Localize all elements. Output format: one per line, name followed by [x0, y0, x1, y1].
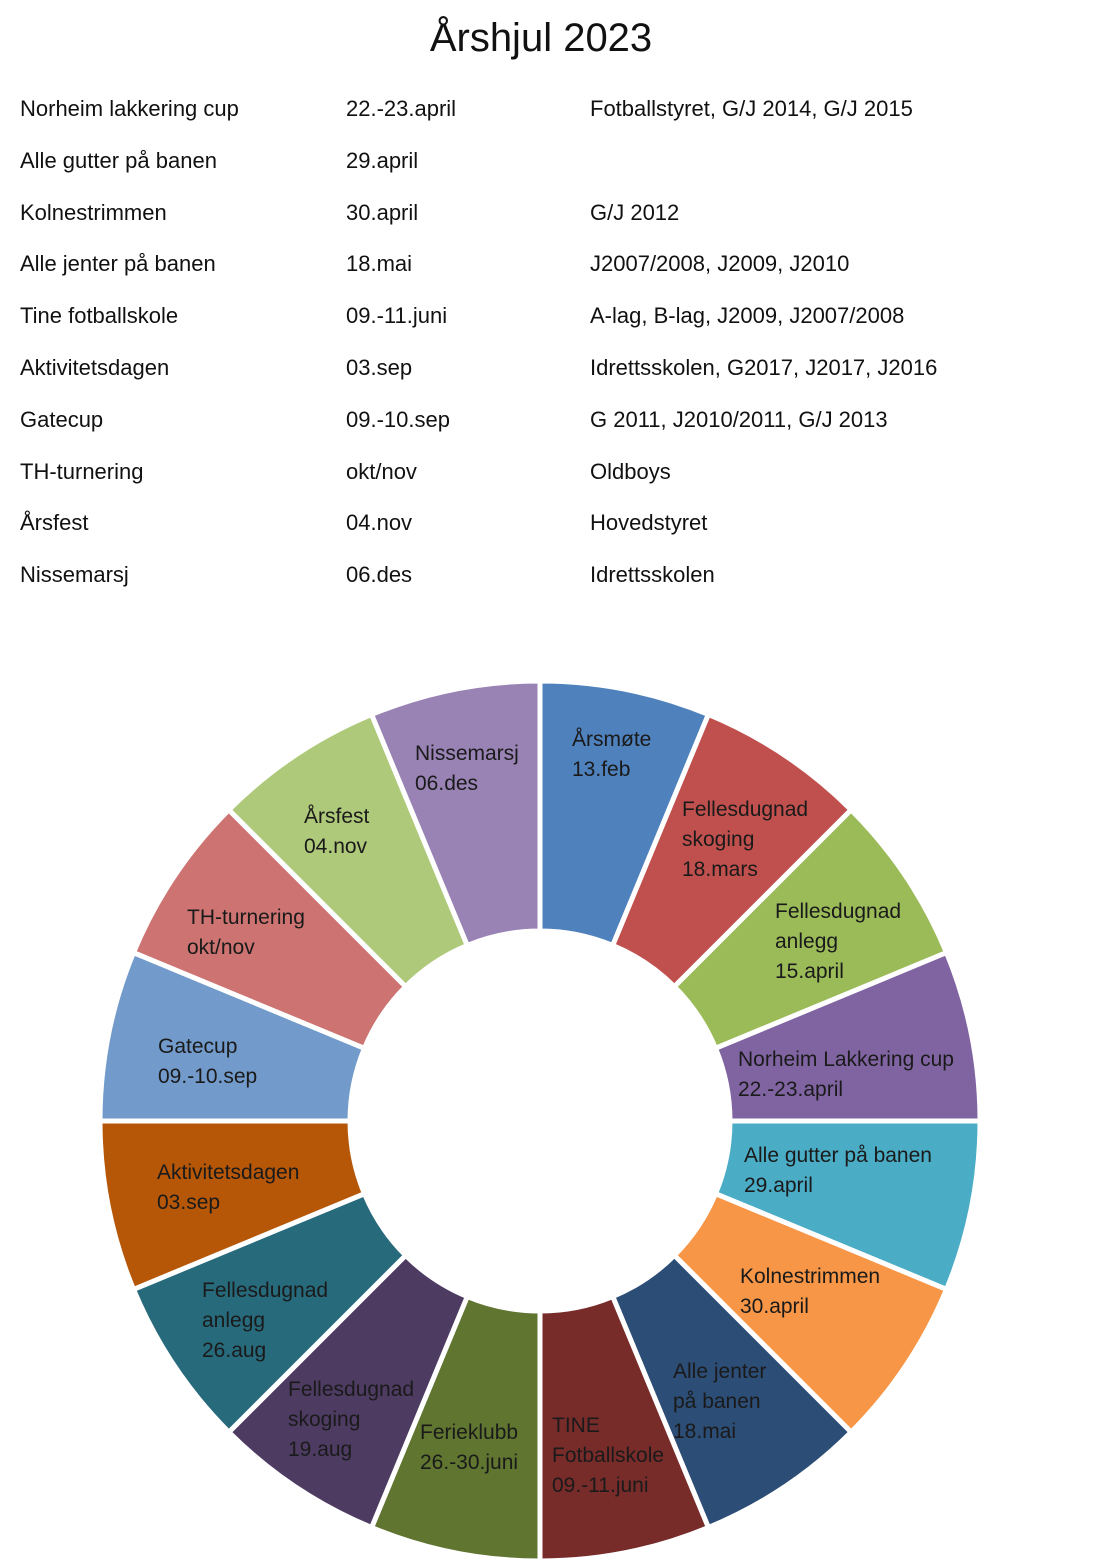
wheel-segment-label: TINE Fotballskole 09.-11.juni [552, 1414, 664, 1497]
wheel-segment-label: Norheim Lakkering cup 22.-23.april [738, 1048, 954, 1101]
event-date: 22.-23.april [346, 96, 457, 121]
event-row: Norheim lakkering cup 22.-23.april Fotba… [20, 86, 1080, 138]
event-name: TH-turnering [20, 458, 144, 484]
wheel-segment-label: Aktivitetsdagen 03.sep [157, 1161, 299, 1214]
event-date: 09.-11.juni [346, 303, 448, 329]
wheel-segment-label-line: okt/nov [187, 936, 255, 959]
event-date: 06.des [346, 562, 413, 588]
wheel-segment-label-line: Aktivitetsdagen [157, 1161, 299, 1184]
event-responsible: Fotballstyret, G/J 2014, G/J 2015 [590, 96, 913, 121]
wheel-segment-label-line: Fellesdugnad [775, 900, 901, 923]
wheel-segment-label: Gatecup 09.-10.sep [158, 1035, 257, 1088]
wheel-segment-label-line: Alle jenter [673, 1360, 766, 1383]
wheel-segment-label: TH-turnering okt/nov [187, 906, 305, 959]
wheel-segment-label-line: anlegg [775, 930, 838, 953]
event-responsible: Hovedstyret [590, 510, 708, 536]
wheel-segment-label: Årsfest 04.nov [304, 805, 370, 858]
wheel-segment-label-line: skoging [288, 1408, 360, 1431]
event-name: Nissemarsj [20, 562, 129, 588]
wheel-segment-label-line: på banen [673, 1390, 761, 1413]
wheel-segment-label: Fellesdugnad anlegg 26.aug [202, 1279, 328, 1362]
wheel-segment-label: Kolnestrimmen 30.april [740, 1265, 880, 1318]
wheel-segment-label-line: Fellesdugnad [288, 1378, 414, 1401]
wheel-segment-label-line: 06.des [415, 772, 478, 795]
event-row: Årsfest 04.nov Hovedstyret [20, 500, 1080, 552]
wheel-segment-label: Fellesdugnad skoging 19.aug [288, 1378, 414, 1461]
wheel-segment-label-line: Kolnestrimmen [740, 1265, 880, 1288]
wheel-segment-label: Ferieklubb 26.-30.juni [420, 1421, 518, 1474]
wheel-segment-label-line: 22.-23.april [738, 1078, 843, 1101]
event-responsible: A-lag, B-lag, J2009, J2007/2008 [590, 303, 905, 329]
event-date: 30.april [346, 199, 419, 225]
event-responsible: G/J 2012 [590, 199, 680, 225]
event-date: 29.april [346, 147, 419, 173]
event-name: Aktivitetsdagen [20, 354, 170, 380]
event-responsible: G 2011, J2010/2011, G/J 2013 [590, 406, 888, 432]
wheel-segment-label-line: 30.april [740, 1295, 809, 1318]
wheel-segment-label-line: 29.april [744, 1174, 813, 1197]
event-row: TH-turnering okt/nov Oldboys [20, 449, 1080, 501]
wheel-segment-label: Alle jenter på banen 18.mai [673, 1360, 766, 1443]
event-responsible: Oldboys [590, 458, 671, 484]
event-name: Tine fotballskole [20, 303, 179, 329]
event-name: Årsfest [20, 510, 89, 536]
event-row: Tine fotballskole 09.-11.juni A-lag, B-l… [20, 293, 1080, 345]
wheel-segment-label-line: Alle gutter på banen [744, 1144, 932, 1167]
wheel-segment-label-line: Fotballskole [552, 1444, 664, 1467]
wheel-segment-label-line: 19.aug [288, 1438, 352, 1461]
wheel-segment-label-line: Årsmøte [572, 728, 651, 751]
wheel-segment [368, 678, 543, 949]
events-table: Norheim lakkering cup 22.-23.april Fotba… [20, 86, 1080, 604]
event-name: Gatecup [20, 406, 104, 432]
wheel-segment-label-line: 18.mars [682, 858, 758, 881]
event-name: Norheim lakkering cup [20, 96, 239, 121]
wheel-segment-label-line: 13.feb [572, 758, 630, 781]
event-date: 04.nov [346, 510, 413, 536]
wheel-segment-label-line: 26.-30.juni [420, 1451, 518, 1474]
event-row: Nissemarsj 06.des Idrettsskolen [20, 552, 1080, 604]
wheel-segment-label-line: Årsfest [304, 805, 370, 828]
wheel-segment-label-line: anlegg [202, 1309, 265, 1332]
wheel-segment-label-line: TH-turnering [187, 906, 305, 929]
event-name: Alle jenter på banen [20, 251, 216, 277]
wheel-segment-label-line: Norheim Lakkering cup [738, 1048, 954, 1071]
event-responsible: J2007/2008, J2009, J2010 [590, 251, 850, 277]
event-row: Kolnestrimmen 30.april G/J 2012 [20, 190, 1080, 242]
wheel-segment-label-line: Fellesdugnad [682, 798, 808, 821]
event-name: Alle gutter på banen [20, 147, 217, 173]
page-title: Årshjul 2023 [429, 16, 653, 60]
wheel-segment-label: Årsmøte 13.feb [572, 728, 651, 781]
event-responsible: Idrettsskolen [590, 562, 715, 588]
event-row: Gatecup 09.-10.sep G 2011, J2010/2011, G… [20, 397, 1080, 449]
event-row: Aktivitetsdagen 03.sep Idrettsskolen, G2… [20, 345, 1080, 397]
wheel-segment-label-line: TINE [552, 1414, 600, 1437]
wheel-segment-label-line: 09.-11.juni [552, 1474, 649, 1497]
wheel-segment-label-line: 09.-10.sep [158, 1065, 257, 1088]
wheel-segment-label-line: Fellesdugnad [202, 1279, 328, 1302]
wheel-segment-label-line: Gatecup [158, 1035, 237, 1058]
wheel-segment-label-line: Nissemarsj [415, 742, 519, 765]
event-date: 18.mai [346, 251, 413, 277]
wheel-segment-label-line: Ferieklubb [420, 1421, 518, 1444]
wheel-segment-label: Alle gutter på banen 29.april [744, 1144, 932, 1197]
wheel-segment-label-line: 15.april [775, 960, 844, 983]
wheel-segment-label-line: 04.nov [304, 835, 368, 858]
event-name: Kolnestrimmen [20, 199, 167, 225]
wheel-segment-label-line: 18.mai [673, 1420, 736, 1443]
wheel-segment-label-line: 03.sep [157, 1191, 220, 1214]
event-row: Alle gutter på banen 29.april [20, 138, 1080, 190]
wheel-segment-label-line: skoging [682, 828, 754, 851]
event-responsible: Idrettsskolen, G2017, J2017, J2016 [590, 354, 938, 380]
wheel-segment-label: Fellesdugnad anlegg 15.april [775, 900, 901, 983]
wheel-segment-label: Nissemarsj 06.des [415, 742, 519, 795]
event-date: 03.sep [346, 354, 413, 380]
event-row: Alle jenter på banen 18.mai J2007/2008, … [20, 241, 1080, 293]
event-date: okt/nov [346, 458, 417, 484]
wheel-segment-label-line: 26.aug [202, 1339, 266, 1362]
wheel-segment-label: Fellesdugnad skoging 18.mars [682, 798, 808, 881]
event-date: 09.-10.sep [346, 406, 450, 432]
